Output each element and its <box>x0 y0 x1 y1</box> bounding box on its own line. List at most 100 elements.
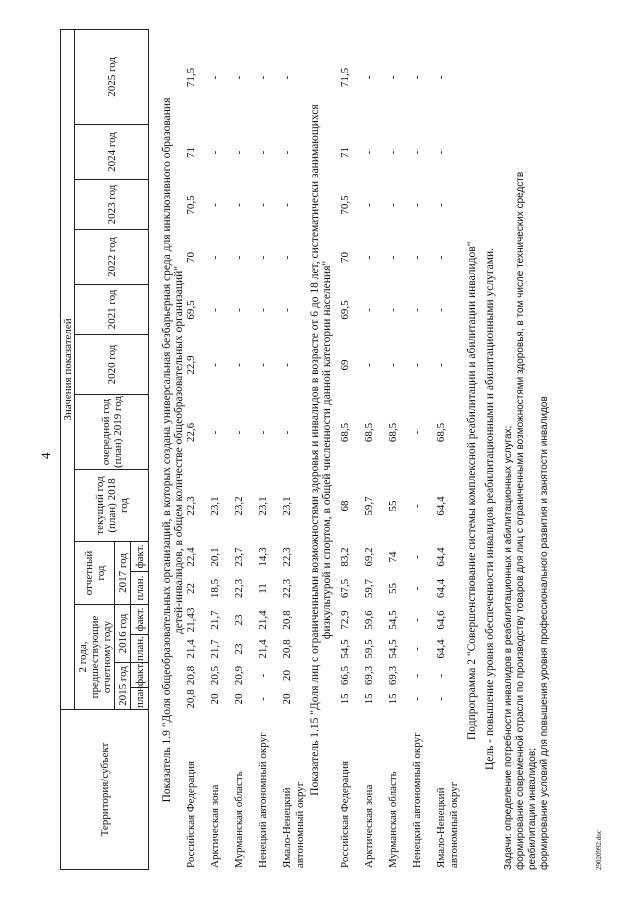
value-cell: - <box>233 75 245 80</box>
value-cell: 22,6 <box>185 422 197 443</box>
current-year-header: текущий год (план) 2018 год <box>74 469 149 542</box>
value-cell: 55 <box>387 583 399 594</box>
value-cell: - <box>233 308 245 312</box>
value-cell: - <box>281 430 293 435</box>
value-cell: - <box>411 673 423 678</box>
territory-cell: Российская Федерация <box>339 710 363 870</box>
year-2016-header: 2016 год <box>114 604 131 663</box>
value-cell: 68,5 <box>435 422 447 443</box>
value-cell: - <box>435 203 447 207</box>
value-cell: 20,8 <box>281 610 293 630</box>
table-row: Российская Федерация 20,8 20,8 21,4 21,43 22 2… <box>185 30 209 870</box>
territory-line: Российская Федерация <box>185 760 197 868</box>
value-cell: - <box>233 150 245 155</box>
value-cell: - <box>257 203 269 207</box>
task-line: формирование условий для повышения уровн… <box>539 396 550 870</box>
value-cell: - <box>411 647 423 651</box>
value-cell: 71,5 <box>185 67 197 88</box>
value-cell: 74 <box>387 551 399 563</box>
fact-header: факт. <box>130 662 149 688</box>
value-cell: 20 <box>281 670 293 681</box>
value-cell: - <box>411 203 423 207</box>
value-cell: - <box>411 555 423 559</box>
value-cell: - <box>257 255 269 260</box>
value-cell: 64,6 <box>435 610 447 630</box>
value-cell: - <box>387 150 399 155</box>
indicator-title-line: физкультурой и спортом, в общей численно… <box>321 260 333 640</box>
value-cell: 22,3 <box>281 547 293 567</box>
fact-header: факт. <box>130 604 149 635</box>
value-cell: 21,4 <box>257 639 269 659</box>
year-2020-header: 2020 год <box>74 334 149 395</box>
value-cell: 20,9 <box>233 665 245 686</box>
value-cell: 59,5 <box>363 639 375 659</box>
value-cell: - <box>411 618 423 622</box>
territory-line: Ненецкий автономный округ <box>257 732 269 868</box>
table-row: Ненецкий автономный округ - - - - - - - - - - - - - - <box>411 30 435 870</box>
territory-line: автономный округ <box>448 781 460 868</box>
value-cell: 22 <box>185 583 197 594</box>
value-cell: 23,1 <box>209 496 221 516</box>
value-cell: 64,4 <box>435 639 447 659</box>
territory-line: Ямало-Ненецкий <box>281 787 293 868</box>
value-cell: - <box>435 697 447 701</box>
value-cell: 64,4 <box>435 496 447 516</box>
value-cell: 70 <box>185 252 197 263</box>
value-cell: - <box>363 308 375 312</box>
value-cell: - <box>281 255 293 260</box>
territory-line: Российская Федерация <box>339 760 351 868</box>
value-cell: 20,8 <box>185 665 197 686</box>
value-cell: 23 <box>233 614 245 626</box>
value-cell: - <box>257 75 269 80</box>
table-row: Ненецкий автономный округ - - 21,4 21,4 11 14,… <box>257 30 281 870</box>
value-cell: - <box>209 255 221 260</box>
indicator-1-15-title: Показатель 1.15 "Доля лиц с ограниченным… <box>309 30 333 870</box>
value-cell: 20,5 <box>209 665 221 686</box>
value-cell: 69,2 <box>363 547 375 567</box>
year-2025-header: 2025 год <box>74 29 149 125</box>
territory-line: Мурманская область <box>233 771 245 868</box>
table-row: Мурманская область 20 20,9 23 23 22,3 23,7 23,2… <box>233 30 257 870</box>
value-cell: - <box>257 150 269 155</box>
indicators-table-header: Территория/субъект Значения показателей … <box>60 29 149 870</box>
value-cell: 68,5 <box>363 422 375 443</box>
value-cell: 23,1 <box>281 496 293 516</box>
territory-cell: Ямало-Ненецкий автономный округ <box>435 710 465 870</box>
indicator-title-line: Показатель 1.15 "Доля лиц с ограниченным… <box>309 104 321 796</box>
value-cell: 55 <box>387 500 399 512</box>
value-cell: 70 <box>339 252 351 263</box>
value-cell: - <box>209 150 221 155</box>
value-cell: - <box>411 586 423 591</box>
value-cell: 20,1 <box>209 547 221 567</box>
value-cell: 22,3 <box>281 578 293 599</box>
value-cell: 14,3 <box>257 547 269 567</box>
territory-cell: Мурманская область <box>387 710 411 870</box>
value-cell: 70,5 <box>339 195 351 215</box>
value-cell: 22,9 <box>185 355 197 375</box>
value-cell: 71 <box>185 147 197 158</box>
subprogram-title: Подпрограмма 2 "Совершенствование систем… <box>466 241 478 740</box>
value-cell: - <box>209 75 221 80</box>
territory-line: Ямало-Ненецкий <box>435 787 447 868</box>
page-number: 4 <box>38 452 53 460</box>
value-cell: 66,5 <box>339 665 351 686</box>
value-cell: 54,5 <box>387 610 399 630</box>
value-cell: - <box>209 363 221 367</box>
value-cell: - <box>257 697 269 701</box>
territory-cell: Ненецкий автономный округ <box>257 710 281 870</box>
indicator-1-9-rows: Российская Федерация 20,8 20,8 21,4 21,43 22 2… <box>185 65 311 905</box>
value-cell: 22,3 <box>185 496 197 516</box>
value-cell: - <box>233 203 245 207</box>
indicator-title-line: детей-инвалидов, в общем количестве обще… <box>173 265 185 635</box>
year-2021-header: 2021 год <box>74 284 149 335</box>
value-cell: - <box>387 203 399 207</box>
value-cell: - <box>435 255 447 260</box>
value-cell: - <box>387 308 399 312</box>
value-cell: - <box>257 308 269 312</box>
value-cell: - <box>281 363 293 367</box>
value-cell: 20 <box>233 693 245 705</box>
value-cell: 11 <box>257 583 269 594</box>
prev-years-header: 2 года, предшествующие отчетному году <box>74 604 115 710</box>
value-cell: 21,7 <box>209 610 221 630</box>
table-row: Арктическая зона 20 20,5 21,7 21,7 18,5 20,1 23… <box>209 30 233 870</box>
